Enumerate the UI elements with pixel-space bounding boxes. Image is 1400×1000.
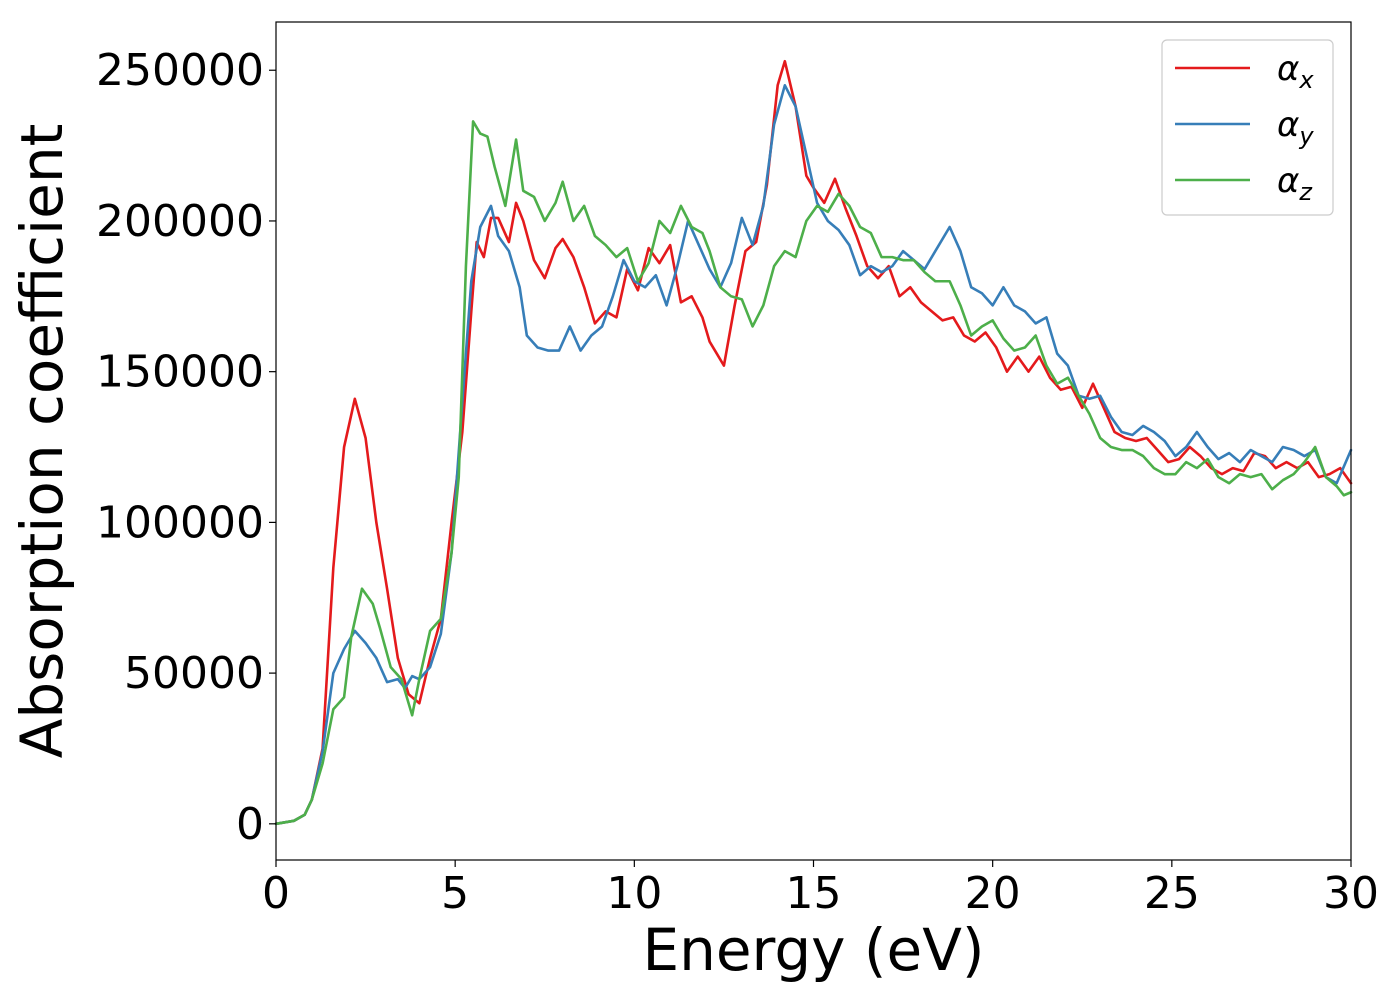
y-tick-label: 200000 (96, 196, 264, 247)
y-tick-label: 100000 (96, 497, 264, 548)
legend-box (1161, 39, 1334, 216)
legend-label-y: αy (1277, 105, 1314, 150)
series-line-z (274, 120, 1353, 826)
legend-label-x: αx (1277, 49, 1314, 94)
y-tick-label: 150000 (96, 347, 264, 398)
x-axis-label: Energy (eV) (642, 916, 984, 984)
y-tick-label: 0 (236, 799, 264, 850)
y-tick-label: 50000 (124, 648, 264, 699)
x-tick-label: 20 (965, 868, 1021, 919)
x-axis-ticks: 0 5 10 15 20 25 30 (262, 860, 1379, 919)
legend: αx αy αz (1161, 39, 1334, 216)
x-tick-label: 25 (1144, 868, 1200, 919)
y-tick-label: 250000 (96, 45, 264, 96)
y-axis-ticks: 0 50000 100000 150000 200000 250000 (96, 45, 276, 850)
x-tick-label: 15 (786, 868, 842, 919)
y-axis-label: Absorption coefficient (8, 124, 76, 759)
x-tick-label: 10 (606, 868, 662, 919)
x-tick-label: 0 (262, 868, 290, 919)
x-tick-label: 30 (1323, 868, 1379, 919)
x-tick-label: 5 (441, 868, 469, 919)
legend-label-z: αz (1277, 161, 1313, 206)
series-layer (274, 59, 1353, 826)
